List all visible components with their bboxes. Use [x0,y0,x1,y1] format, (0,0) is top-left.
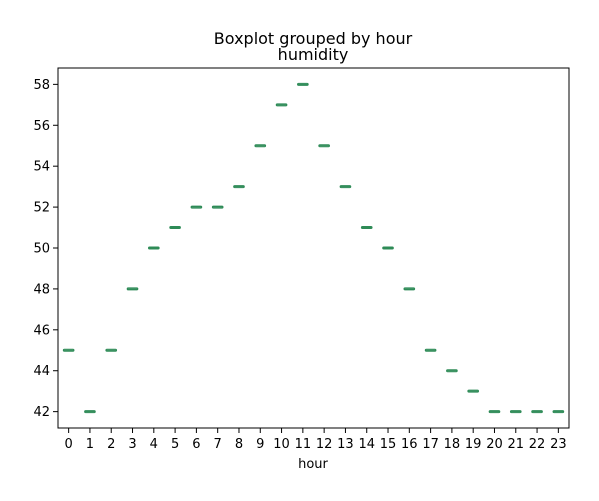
x-tick-label: 16 [401,437,418,452]
y-tick-label: 44 [33,364,50,379]
x-tick-label: 3 [128,437,136,452]
box-hour-11 [297,82,309,86]
box-hour-8 [233,185,245,189]
x-tick-label: 5 [171,437,179,452]
x-tick-label: 13 [337,437,354,452]
x-tick-label: 1 [86,437,94,452]
box-hour-23 [552,410,565,414]
box-hour-16 [403,287,416,291]
box-hour-20 [488,410,501,414]
y-tick-label: 56 [33,119,50,134]
x-tick-label: 19 [465,437,482,452]
y-tick-label: 48 [33,282,50,297]
box-hour-3 [126,287,139,291]
box-hour-21 [509,410,522,414]
box-hour-9 [254,144,267,148]
box-hour-0 [62,348,75,352]
x-tick-label: 6 [192,437,200,452]
x-tick-label: 22 [529,437,546,452]
x-tick-label: 20 [486,437,503,452]
box-hour-7 [211,205,224,209]
box-hour-14 [360,226,373,230]
x-tick-label: 2 [107,437,115,452]
x-tick-label: 12 [316,437,333,452]
chart-suptitle: Boxplot grouped by hour [214,29,413,48]
x-tick-label: 9 [256,437,264,452]
x-tick-label: 0 [65,437,73,452]
x-tick-label: 18 [444,437,461,452]
y-tick-label: 58 [33,78,50,93]
y-tick-label: 50 [33,242,50,257]
x-tick-label: 7 [214,437,222,452]
y-tick-label: 42 [33,405,50,420]
plot-area [62,82,565,414]
x-tick-label: 10 [273,437,290,452]
box-hour-2 [105,348,118,352]
x-tick-label: 23 [550,437,567,452]
box-hour-22 [531,410,543,414]
box-hour-12 [318,144,330,148]
box-hour-13 [339,185,352,189]
x-tick-label: 4 [150,437,158,452]
box-hour-19 [467,389,480,393]
chart-title: humidity [278,45,349,64]
y-axis: 42 44 46 48 50 52 54 56 58 [33,78,58,420]
y-tick-label: 46 [33,323,50,338]
box-hour-18 [446,369,458,373]
y-tick-label: 54 [33,160,50,175]
box-hour-5 [169,226,181,230]
box-hour-1 [84,410,96,414]
box-hour-6 [190,205,203,209]
x-tick-label: 14 [358,437,375,452]
box-hour-17 [424,348,437,352]
x-tick-label: 17 [422,437,439,452]
box-hour-4 [147,246,160,250]
x-tick-label: 11 [295,437,312,452]
x-axis-label: hour [298,457,328,472]
x-tick-label: 15 [380,437,397,452]
x-tick-label: 8 [235,437,243,452]
box-hour-10 [275,103,288,107]
x-tick-label: 21 [507,437,524,452]
plot-frame [57,67,570,429]
box-hour-15 [382,246,394,250]
y-tick-label: 52 [33,201,50,216]
x-axis: 0 1 2 3 4 5 6 7 8 9 10 11 12 13 14 15 16 17 18 19 20 21 22 23 [65,428,567,452]
